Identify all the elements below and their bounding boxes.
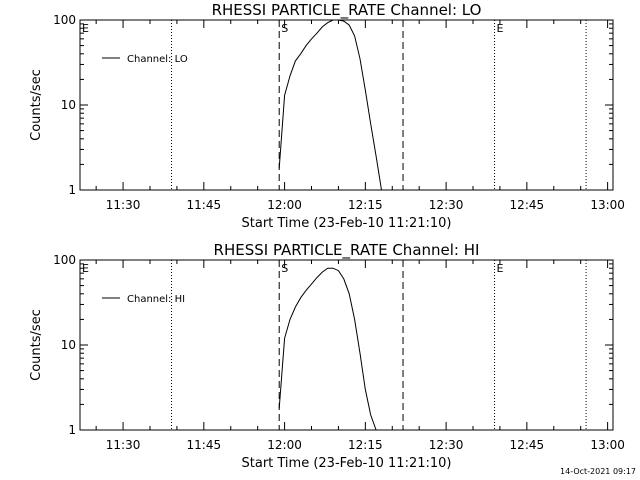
y-axis-label: Counts/sec (29, 69, 44, 141)
x-tick-label: 12:15 (348, 198, 383, 212)
y-tick-label: 10 (61, 98, 76, 112)
event-marker-label: S (281, 262, 288, 275)
y-tick-label: 1 (68, 183, 76, 197)
y-tick-label: 100 (53, 253, 76, 267)
legend-entry: Channel: HI (127, 294, 185, 305)
chart-title: RHESSI PARTICLE_RATE Channel: LO (212, 1, 482, 20)
y-axis-label: Counts/sec (29, 309, 44, 381)
x-tick-label: 11:45 (187, 438, 222, 452)
x-tick-label: 13:00 (590, 198, 625, 212)
x-tick-label: 12:30 (429, 198, 464, 212)
legend: Channel: HI (102, 294, 185, 305)
x-tick-label: 12:15 (348, 438, 383, 452)
x-axis-label: Start Time (23-Feb-10 11:21:10) (242, 456, 452, 471)
event-marker-label: E (497, 262, 504, 275)
chart-title: RHESSI PARTICLE_RATE Channel: HI (214, 241, 480, 260)
x-tick-label: 12:45 (510, 438, 545, 452)
event-marker-label: E (82, 22, 89, 35)
x-tick-label: 12:30 (429, 438, 464, 452)
x-axis-label: Start Time (23-Feb-10 11:21:10) (242, 216, 452, 231)
x-tick-label: 12:00 (267, 198, 302, 212)
chart-panel: RHESSI PARTICLE_RATE Channel: HI Counts/s… (29, 241, 625, 471)
x-tick-label: 11:30 (106, 198, 141, 212)
event-marker-label: E (82, 262, 89, 275)
event-marker-label: S (281, 22, 288, 35)
timestamp: 14-Oct-2021 09:17 (560, 467, 636, 476)
y-tick-label: 10 (61, 338, 76, 352)
legend-entry: Channel: LO (127, 54, 188, 65)
legend: Channel: LO (102, 54, 188, 65)
series-line (278, 19, 382, 191)
x-tick-label: 11:30 (106, 438, 141, 452)
series-line (278, 267, 377, 431)
x-tick-label: 11:45 (187, 198, 222, 212)
y-tick-label: 100 (53, 13, 76, 27)
chart-panel: RHESSI PARTICLE_RATE Channel: LO Counts/s… (29, 1, 625, 231)
plot-frame (79, 19, 614, 191)
y-tick-label: 1 (68, 423, 76, 437)
event-marker-label: E (497, 22, 504, 35)
x-tick-label: 12:45 (510, 198, 545, 212)
x-tick-label: 13:00 (590, 438, 625, 452)
x-tick-label: 12:00 (267, 438, 302, 452)
